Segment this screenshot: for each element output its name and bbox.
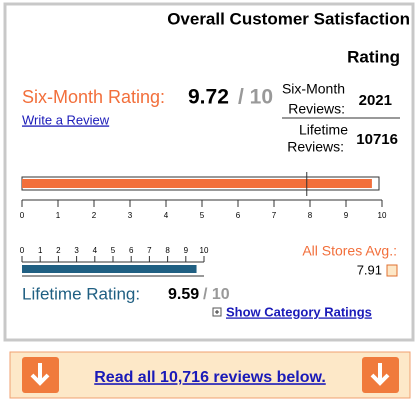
all-stores-value: 7.91 xyxy=(357,262,382,277)
tick-label: 2 xyxy=(56,246,61,255)
tick-label: 8 xyxy=(308,211,313,220)
tick-label: 7 xyxy=(272,211,277,220)
show-category-link[interactable]: Show Category Ratings xyxy=(226,304,372,319)
six-month-bar xyxy=(22,179,372,188)
tick-label: 6 xyxy=(236,211,241,220)
tick-label: 5 xyxy=(200,211,205,220)
footer-bar xyxy=(9,351,411,399)
tick-label: 3 xyxy=(128,211,133,220)
reviews-label: Reviews: xyxy=(288,101,345,117)
tick-label: 9 xyxy=(344,211,349,220)
arrow xyxy=(30,363,50,386)
lifetime-max: / 10 xyxy=(203,286,230,303)
tick-label: 1 xyxy=(56,211,61,220)
expand-plus xyxy=(215,310,219,314)
tick-label: 0 xyxy=(20,211,25,220)
info-icon[interactable] xyxy=(386,264,398,277)
tick-label: 1 xyxy=(38,246,43,255)
tick-label: 3 xyxy=(74,246,79,255)
write-review-link[interactable]: Write a Review xyxy=(22,112,110,127)
tick-label: 6 xyxy=(129,246,134,255)
six-month-label: Six-Month Rating: xyxy=(22,87,165,107)
panel xyxy=(3,2,415,342)
tick-label: 4 xyxy=(164,211,169,220)
tick-label: 9 xyxy=(184,246,189,255)
tick-label: 7 xyxy=(147,246,152,255)
tick-label: 4 xyxy=(93,246,98,255)
all-stores-label: All Stores Avg.: xyxy=(302,243,397,259)
lifetime-value: 9.59 xyxy=(168,286,199,303)
reviews-label: Reviews: xyxy=(287,139,344,155)
read-all-link[interactable]: Read all 10,716 reviews below. xyxy=(94,369,326,386)
tick-label: 5 xyxy=(111,246,116,255)
tick-label: 8 xyxy=(165,246,170,255)
reviews-count: 10716 xyxy=(356,131,398,148)
lifetime-label: Lifetime Rating: xyxy=(22,284,140,303)
tick-label: 10 xyxy=(200,246,209,255)
title: Rating xyxy=(347,47,400,66)
six-month-max: / 10 xyxy=(238,86,273,109)
reviews-count: 2021 xyxy=(359,92,392,109)
tick-label: 10 xyxy=(378,211,387,220)
six-month-value: 9.72 xyxy=(188,86,229,109)
title: Overall Customer Satisfaction xyxy=(167,9,410,28)
tick-label: 0 xyxy=(20,246,25,255)
reviews-label: Lifetime xyxy=(299,122,348,138)
lifetime-bar xyxy=(22,265,197,273)
tick-label: 2 xyxy=(92,211,97,220)
arrow xyxy=(370,363,390,386)
reviews-label: Six-Month xyxy=(282,81,345,97)
